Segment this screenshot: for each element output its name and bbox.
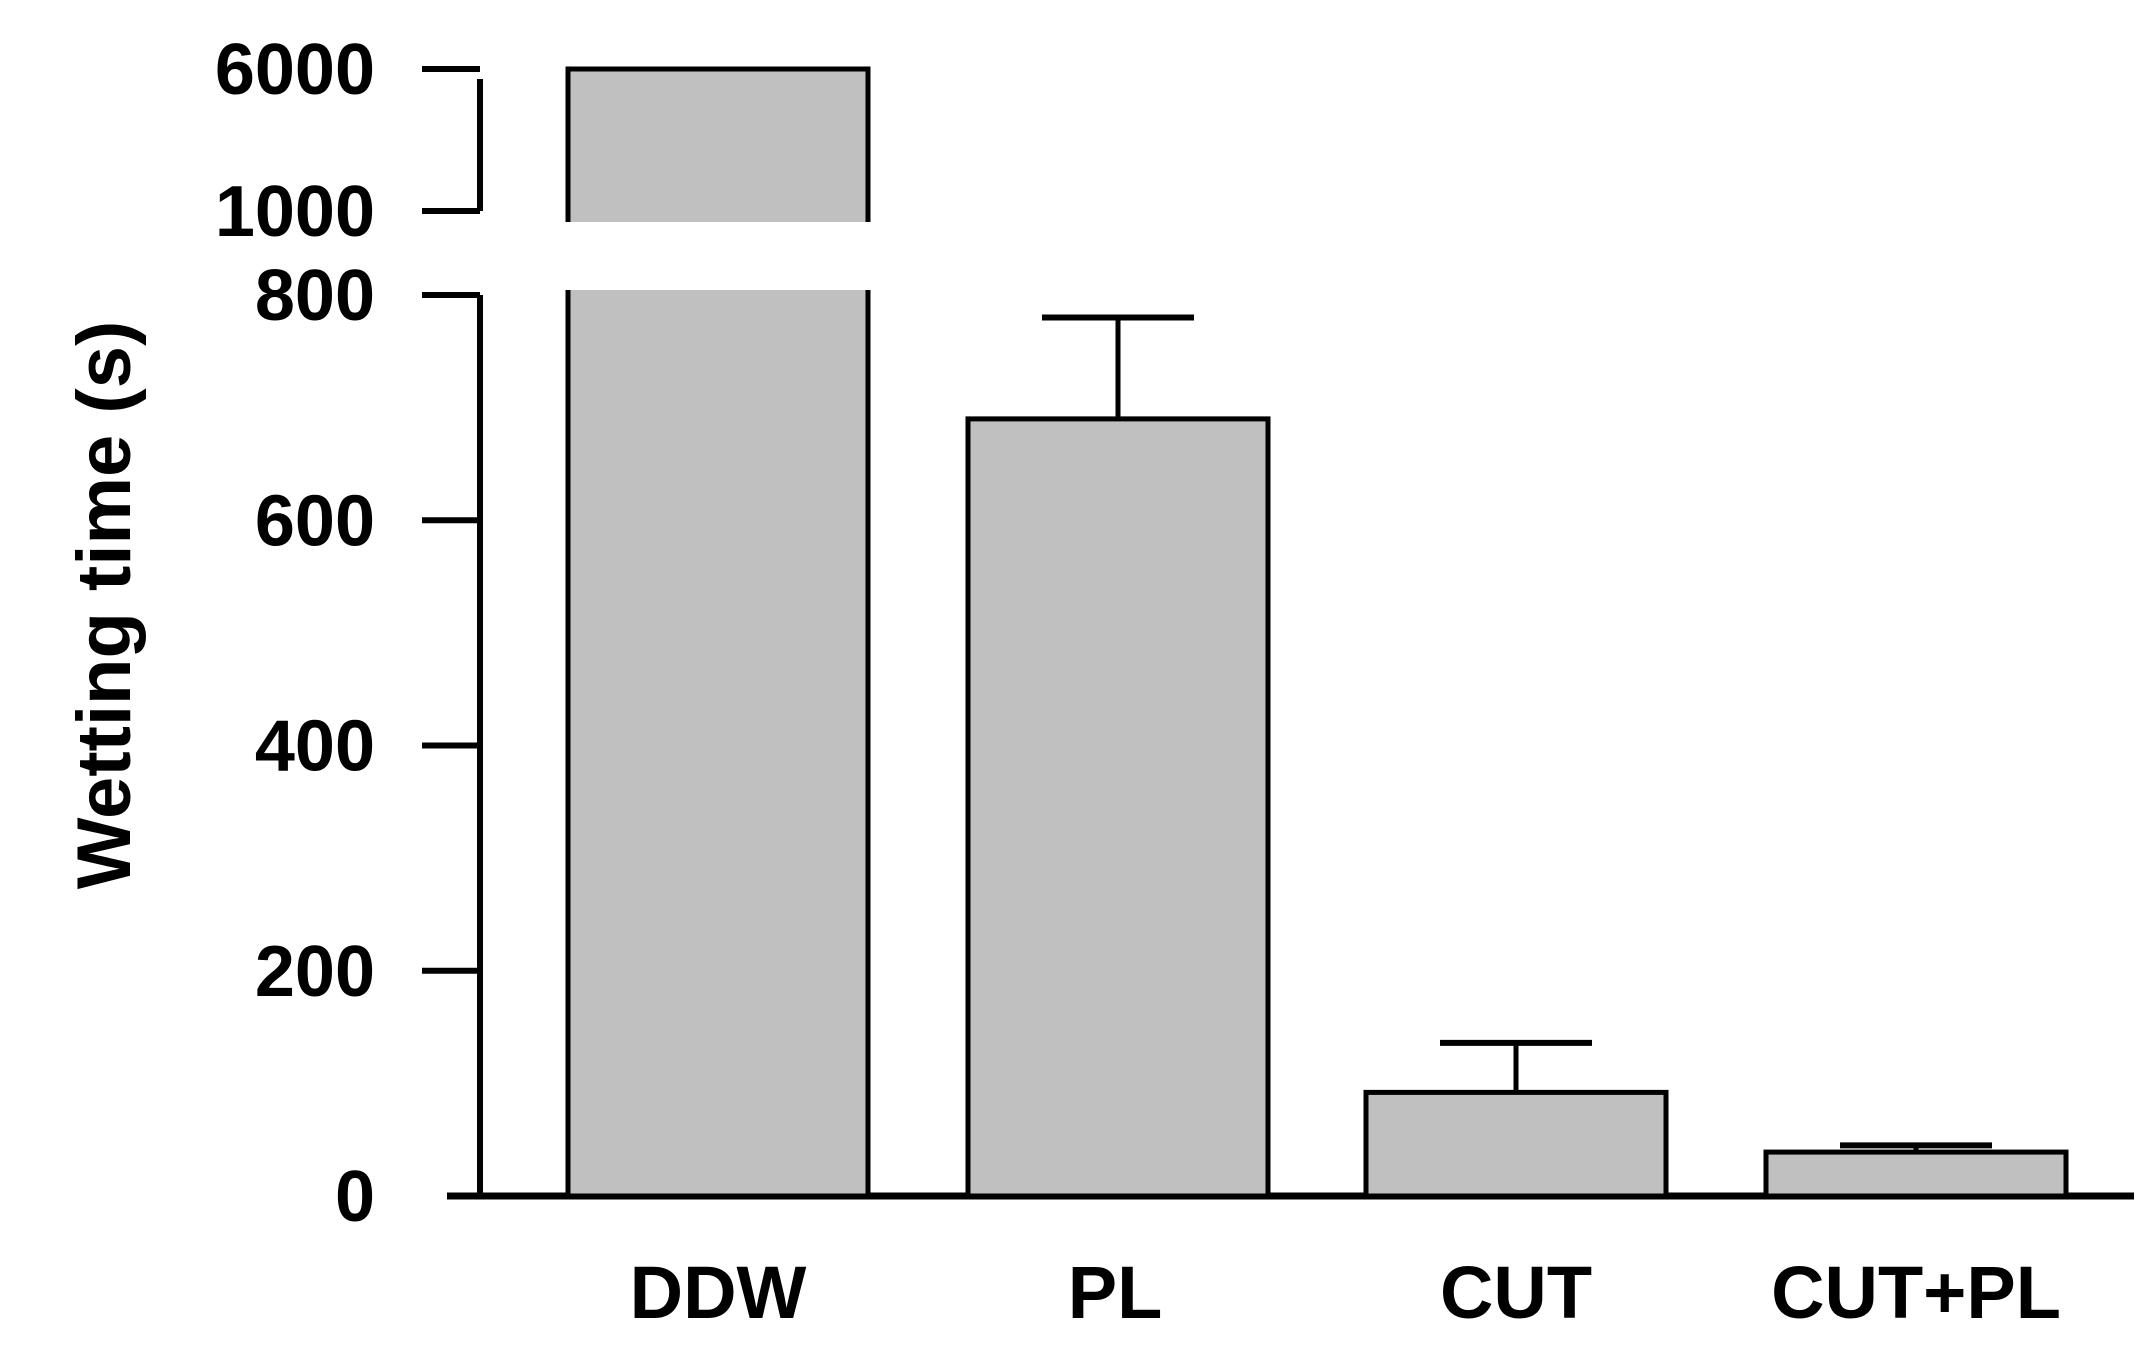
y-tick-label: 400 <box>255 707 375 787</box>
y-tick-label: 800 <box>255 256 375 336</box>
x-category-label: CUT+PL <box>1771 1251 2061 1334</box>
axis-break <box>468 222 908 290</box>
y-tick-label: 200 <box>255 932 375 1012</box>
y-tick-label: 600 <box>255 481 375 561</box>
bar <box>1363 1089 1669 1199</box>
y-axis-title: Wetting time (s) <box>62 321 147 890</box>
bar <box>1763 1149 2069 1199</box>
x-category-label: CUT <box>1440 1251 1592 1334</box>
bar <box>965 416 1271 1199</box>
x-category-labels: DDW PL CUT CUT+PL <box>630 1251 2061 1334</box>
x-category-label: PL <box>1068 1251 1163 1334</box>
y-tick-label: 6000 <box>215 30 375 110</box>
y-tick-label: 1000 <box>215 172 375 252</box>
error-bars <box>1042 314 1992 1153</box>
x-category-label: DDW <box>630 1251 807 1334</box>
y-tick-label: 0 <box>335 1157 375 1237</box>
axis-break-gap <box>468 222 908 290</box>
